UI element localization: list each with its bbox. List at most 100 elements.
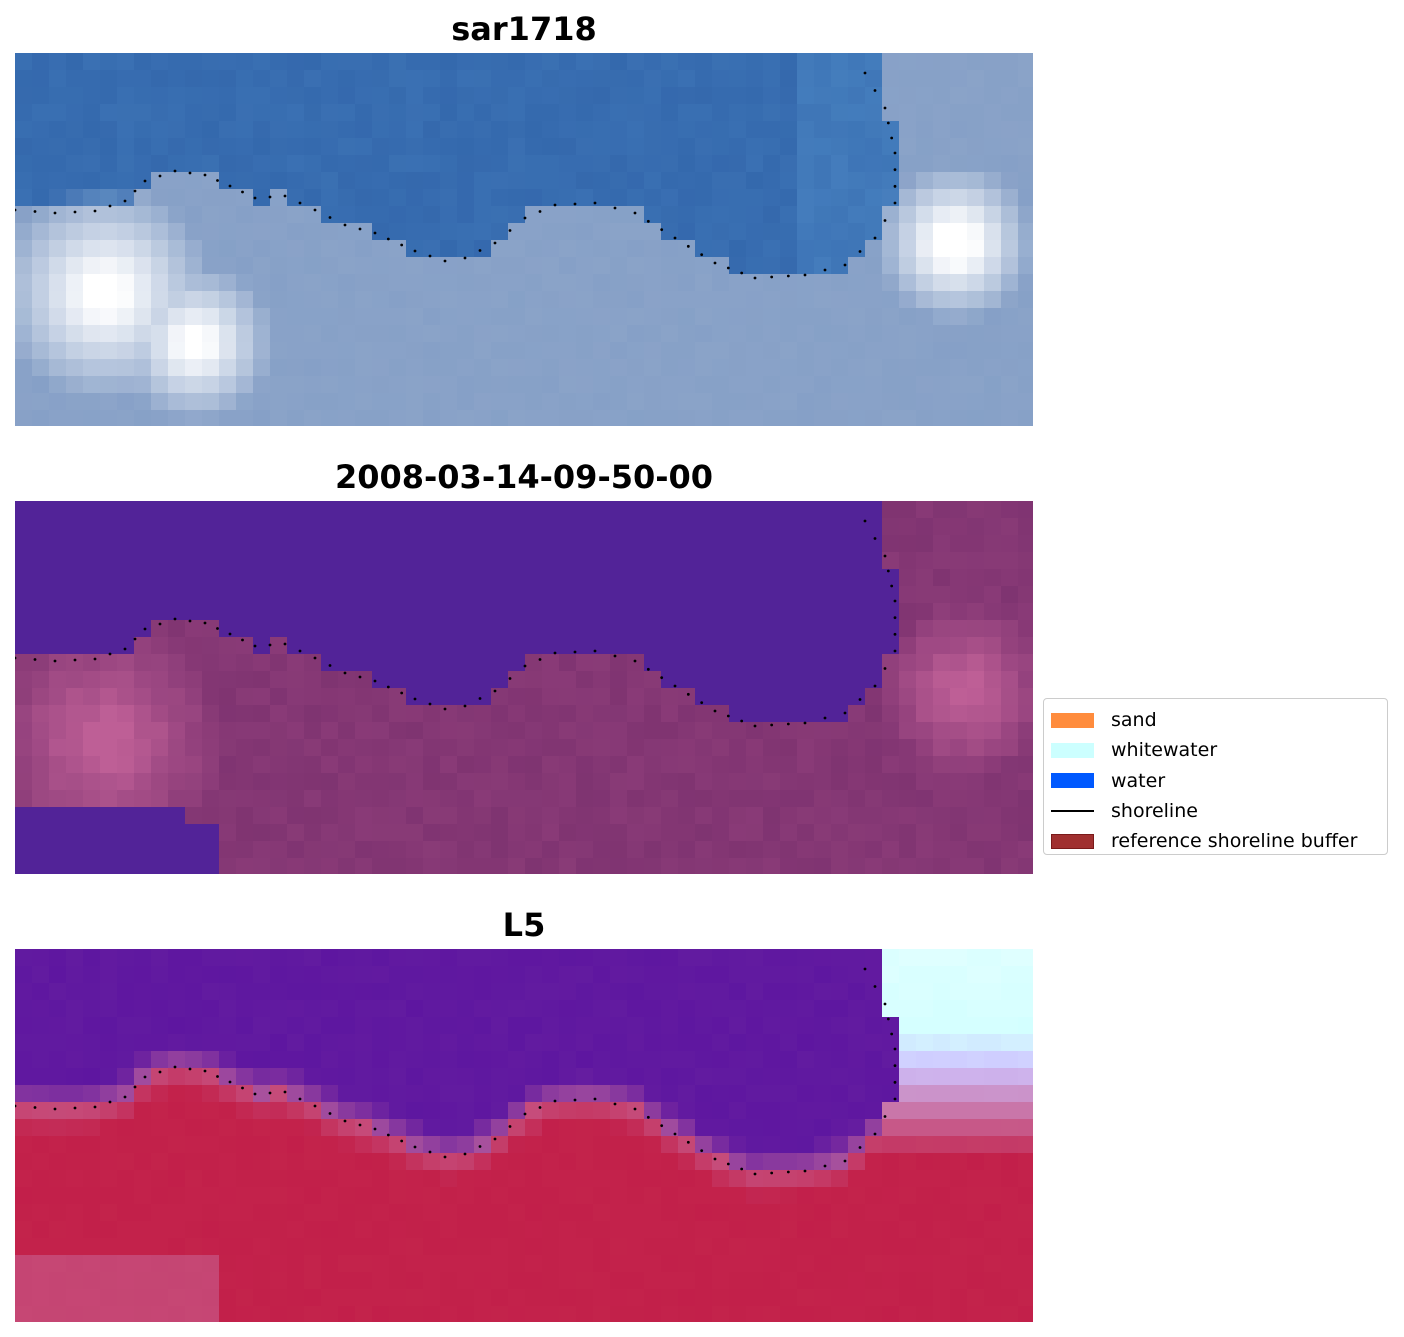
shoreline-point	[133, 1085, 137, 1089]
image-pixel	[32, 342, 50, 360]
image-pixel	[389, 53, 407, 71]
image-pixel	[916, 223, 934, 241]
image-pixel	[678, 1153, 696, 1171]
image-pixel	[134, 1238, 152, 1256]
image-pixel	[661, 603, 679, 621]
image-pixel	[389, 121, 407, 139]
image-pixel	[848, 1153, 866, 1171]
image-pixel	[780, 569, 798, 587]
image-pixel	[66, 518, 84, 536]
image-pixel	[219, 1068, 237, 1086]
image-pixel	[474, 739, 492, 757]
image-pixel	[1018, 376, 1033, 394]
image-pixel	[627, 1272, 645, 1290]
image-pixel	[882, 671, 900, 689]
image-pixel	[848, 1289, 866, 1307]
image-pixel	[134, 1085, 152, 1103]
image-pixel	[440, 654, 458, 672]
legend-label-reference-buffer: reference shoreline buffer	[1111, 830, 1358, 853]
image-pixel	[576, 1034, 594, 1052]
image-pixel	[729, 1289, 747, 1307]
image-pixel	[933, 359, 951, 377]
image-pixel	[525, 1289, 543, 1307]
image-pixel	[117, 70, 135, 88]
image-pixel	[270, 671, 288, 689]
image-pixel	[508, 1221, 526, 1239]
image-pixel	[525, 671, 543, 689]
image-pixel	[1018, 983, 1033, 1001]
image-pixel	[100, 223, 118, 241]
image-pixel	[49, 274, 67, 292]
image-pixel	[729, 1306, 747, 1322]
image-pixel	[763, 983, 781, 1001]
image-pixel	[661, 756, 679, 774]
image-pixel	[865, 410, 883, 426]
image-pixel	[848, 189, 866, 207]
image-pixel	[236, 1238, 254, 1256]
image-pixel	[559, 240, 577, 258]
image-pixel	[831, 603, 849, 621]
image-pixel	[321, 1153, 339, 1171]
image-pixel	[440, 189, 458, 207]
image-pixel	[474, 87, 492, 105]
image-pixel	[916, 705, 934, 723]
image-pixel	[168, 359, 186, 377]
image-pixel	[100, 501, 118, 519]
image-pixel	[321, 240, 339, 258]
image-pixel	[831, 569, 849, 587]
image-pixel	[1018, 654, 1033, 672]
image-pixel	[916, 1119, 934, 1137]
image-pixel	[950, 739, 968, 757]
image-pixel	[678, 257, 696, 275]
image-pixel	[321, 705, 339, 723]
image-pixel	[933, 1289, 951, 1307]
image-pixel	[202, 257, 220, 275]
image-pixel	[559, 1204, 577, 1222]
image-pixel	[134, 1017, 152, 1035]
image-pixel	[814, 410, 832, 426]
image-pixel	[661, 671, 679, 689]
image-pixel	[780, 949, 798, 967]
image-pixel	[916, 1221, 934, 1239]
image-pixel	[66, 393, 84, 411]
image-pixel	[202, 1085, 220, 1103]
image-pixel	[1001, 1238, 1019, 1256]
image-pixel	[865, 223, 883, 241]
image-pixel	[1001, 1017, 1019, 1035]
image-pixel	[66, 1136, 84, 1154]
image-pixel	[916, 688, 934, 706]
image-pixel	[15, 1255, 33, 1273]
image-pixel	[644, 654, 662, 672]
image-pixel	[695, 121, 713, 139]
image-pixel	[610, 535, 628, 553]
image-pixel	[678, 1085, 696, 1103]
image-pixel	[168, 603, 186, 621]
image-pixel	[202, 1221, 220, 1239]
image-pixel	[32, 308, 50, 326]
image-pixel	[899, 1204, 917, 1222]
image-pixel	[236, 1000, 254, 1018]
image-pixel	[848, 1306, 866, 1322]
image-pixel	[219, 586, 237, 604]
image-pixel	[695, 858, 713, 874]
image-pixel	[746, 155, 764, 173]
image-pixel	[610, 552, 628, 570]
image-pixel	[287, 53, 305, 71]
image-pixel	[440, 223, 458, 241]
image-pixel	[49, 654, 67, 672]
shoreline-point	[786, 274, 790, 278]
image-pixel	[321, 637, 339, 655]
image-pixel	[695, 1187, 713, 1205]
image-pixel	[746, 949, 764, 967]
image-pixel	[304, 705, 322, 723]
image-pixel	[100, 1204, 118, 1222]
image-pixel	[644, 155, 662, 173]
image-pixel	[763, 342, 781, 360]
image-pixel	[219, 1102, 237, 1120]
image-pixel	[457, 257, 475, 275]
image-pixel	[372, 1119, 390, 1137]
image-pixel	[593, 773, 611, 791]
image-pixel	[406, 172, 424, 190]
image-pixel	[355, 1017, 373, 1035]
image-pixel	[763, 858, 781, 874]
